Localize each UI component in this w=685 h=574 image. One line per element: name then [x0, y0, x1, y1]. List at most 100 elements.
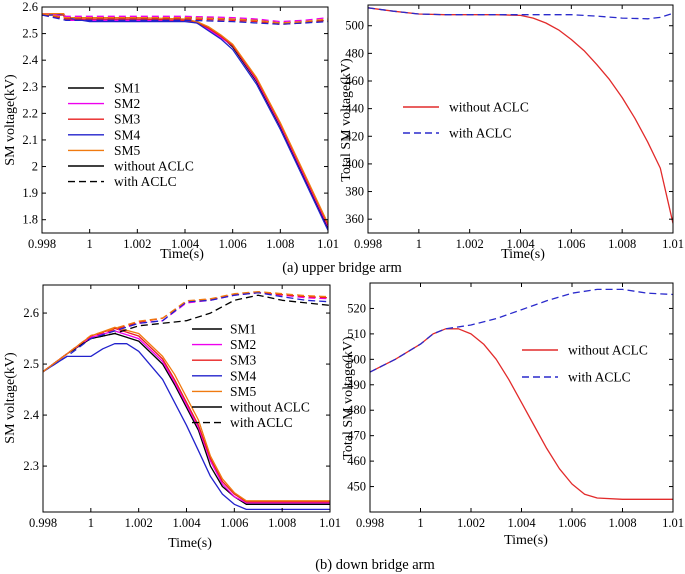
series-line-sm1-without-aclc: [42, 14, 328, 228]
y-tick-label: 520: [347, 301, 366, 315]
series-line-sm5-without-aclc: [43, 326, 330, 502]
y-tick-label: 2.6: [23, 306, 39, 320]
series-line-sm2-with-aclc: [43, 292, 330, 373]
y-tick-label: 500: [345, 19, 364, 33]
down-sm-voltage-chart: 0.998 1 1.002 1.004 1.006 1.008 1.01 2.3 2.4 2.5 2…: [3, 284, 341, 551]
y-tick-label: 440: [345, 102, 364, 116]
series-line-sm5-with-aclc: [42, 12, 328, 24]
x-tick-label: 1.01: [319, 516, 341, 530]
y-tick-label: 460: [347, 454, 366, 468]
legend-label: with ACLC: [449, 126, 512, 141]
series-line-sm4-with-aclc: [43, 292, 330, 373]
series-line-sm1-with-aclc: [43, 294, 330, 373]
y-tick-label: 480: [345, 46, 364, 60]
legend-label: SM3: [114, 112, 141, 127]
y-axis-label: SM voltage(kV): [3, 352, 18, 444]
y-tick-label: 490: [347, 378, 366, 392]
x-tick-label: 1: [417, 516, 423, 530]
x-tick-label: 1.004: [171, 237, 200, 251]
x-tick-label: 1.002: [123, 237, 151, 251]
y-tick-label: 2.4: [23, 408, 39, 422]
y-axis-label: Total SM voltage(kV): [339, 58, 354, 182]
legend: without ACLC with ACLC: [522, 343, 648, 385]
legend-label: SM2: [230, 337, 256, 352]
y-tick-label: 2.4: [22, 53, 38, 67]
x-tick-label: 0.998: [29, 516, 57, 530]
series-line-sm4-without-aclc: [43, 343, 330, 511]
x-tick-label: 1.006: [219, 237, 247, 251]
legend-label: without ACLC: [449, 100, 529, 115]
x-tick-label: 1.01: [662, 237, 684, 251]
legend-label: SM5: [230, 384, 257, 399]
y-tick-label: 2: [32, 160, 38, 174]
plot-frame: [369, 282, 674, 513]
x-tick-label: 1.008: [608, 237, 636, 251]
y-tick-label: 1.9: [22, 186, 38, 200]
y-tick-label: 2.2: [22, 106, 38, 120]
x-tick-label: 1.004: [172, 516, 201, 530]
legend-label: without ACLC: [568, 343, 648, 358]
y-tick-label: 2.5: [23, 357, 39, 371]
x-tick-label: 1.006: [557, 237, 585, 251]
legend: without ACLC with ACLC: [403, 100, 529, 141]
series-line-sm2-without-aclc: [43, 330, 330, 504]
legend-label: without ACLC: [114, 159, 194, 174]
series-line-sm1-without-aclc: [43, 332, 330, 505]
x-tick-label: 1.006: [558, 516, 586, 530]
legend-label: SM4: [114, 127, 141, 142]
y-tick-label: 510: [347, 327, 366, 341]
x-tick-label: 1.002: [125, 516, 153, 530]
legend-label: SM4: [230, 368, 257, 383]
x-tick-label: 1.008: [608, 516, 636, 530]
series-line-sm3-with-aclc: [42, 14, 328, 25]
x-tick-label: 1.006: [220, 516, 248, 530]
y-axis-label: Total SM voltage(kV): [341, 336, 356, 460]
y-tick-label: 500: [347, 352, 366, 366]
series-line-sm4-with-aclc: [42, 14, 328, 25]
x-tick-label: 1.002: [457, 516, 485, 530]
series-line-without-aclc: [368, 7, 673, 224]
y-tick-label: 380: [345, 185, 364, 199]
series-group: [368, 7, 673, 224]
series-line-sm5-with-aclc: [43, 290, 330, 373]
series-line-with-aclc: [368, 7, 673, 20]
series-group: [43, 290, 330, 511]
x-tick-label: 0.998: [28, 237, 56, 251]
x-tick-label: 0.998: [354, 237, 382, 251]
series-line-with-aclc: [370, 288, 673, 373]
legend-label: SM1: [230, 322, 256, 337]
legend-label: with ACLC: [230, 415, 293, 430]
series-line-without-aclc: [370, 328, 673, 500]
y-tick-label: 450: [347, 480, 366, 494]
x-tick-label: 1.008: [268, 516, 296, 530]
y-tick-label: 1.8: [22, 213, 38, 227]
x-tick-label: 0.998: [356, 516, 384, 530]
y-tick-label: 2.3: [23, 459, 39, 473]
x-tick-label: 1.008: [266, 237, 294, 251]
y-tick-label: 420: [345, 129, 364, 143]
x-tick-label: 1: [416, 237, 422, 251]
legend-label: with ACLC: [114, 174, 177, 189]
x-tick-label: 1: [88, 516, 94, 530]
y-tick-label: 2.5: [22, 27, 38, 41]
x-tick-label: 1: [87, 237, 93, 251]
plot-frame: [367, 4, 674, 234]
x-tick-label: 1.004: [507, 516, 536, 530]
upper-total-voltage-chart: 0.998 1 1.002 1.004 1.006 1.008 1.01 360 380 400 4…: [339, 4, 684, 262]
legend-label: without ACLC: [230, 400, 310, 415]
y-tick-label: 460: [345, 74, 364, 88]
y-tick-label: 2.3: [22, 80, 38, 94]
legend-label: SM2: [114, 96, 140, 111]
series-line-sm3-without-aclc: [42, 14, 328, 226]
caption-upper-bridge-arm: (a) upper bridge arm: [282, 260, 402, 276]
upper-sm-voltage-chart: 0.998 1 1.002 1.004 1.006 1.008 1.01 1.8 1.9 2 2.1…: [3, 0, 339, 262]
x-axis-label: Time(s): [168, 536, 212, 551]
legend-label: SM1: [114, 81, 140, 96]
series-line-sm3-with-aclc: [43, 292, 330, 373]
x-tick-label: 1.01: [317, 237, 339, 251]
legend-label: with ACLC: [568, 370, 631, 385]
plot-frame: [41, 6, 329, 234]
